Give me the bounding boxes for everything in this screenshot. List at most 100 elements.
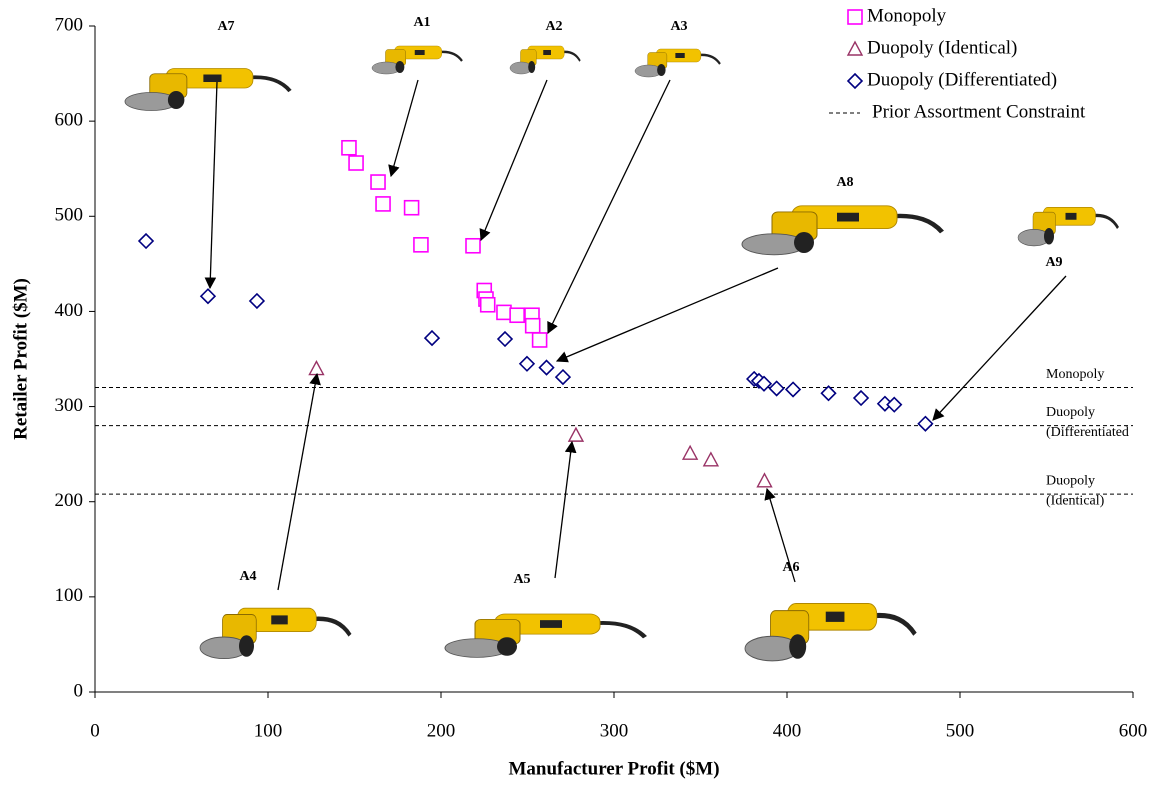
grinder-handle bbox=[1044, 228, 1054, 245]
grinder-cord bbox=[699, 55, 720, 64]
grinder-label bbox=[837, 213, 859, 222]
square-point bbox=[497, 305, 511, 319]
reference-line-label: Duopoly bbox=[1046, 405, 1095, 420]
grinder-handle bbox=[497, 637, 517, 656]
product-image bbox=[745, 603, 915, 660]
grinder-label bbox=[543, 50, 551, 55]
grinder-cord bbox=[595, 623, 645, 637]
diamond-point bbox=[540, 361, 554, 375]
product-image bbox=[635, 49, 720, 77]
annotation-arrow bbox=[767, 489, 795, 582]
diamond-point bbox=[250, 294, 264, 308]
annotation-label: A1 bbox=[413, 15, 430, 30]
square-point bbox=[526, 319, 540, 333]
annotation-arrow bbox=[557, 268, 778, 361]
legend-label: Monopoly bbox=[867, 5, 947, 26]
annotation-arrow bbox=[210, 82, 217, 288]
reference-line-label: Monopoly bbox=[1046, 367, 1104, 382]
diamond-point bbox=[520, 357, 534, 371]
annotation-arrow bbox=[933, 276, 1066, 420]
annotation-arrow bbox=[278, 374, 317, 590]
product-image bbox=[125, 69, 290, 111]
reference-line-label: (Differentiated bbox=[1046, 425, 1129, 440]
annotation-label: A5 bbox=[513, 572, 530, 587]
annotation-arrow bbox=[548, 80, 670, 333]
grinder-label bbox=[540, 620, 562, 628]
y-tick-label: 0 bbox=[74, 680, 84, 701]
annotation-arrow bbox=[391, 80, 418, 176]
grinder-handle bbox=[239, 635, 254, 657]
y-tick-label: 600 bbox=[55, 110, 84, 131]
grinder-handle bbox=[789, 634, 806, 659]
diamond-point bbox=[848, 74, 862, 88]
annotation-arrow bbox=[555, 442, 572, 578]
y-tick-label: 400 bbox=[55, 300, 84, 321]
grinder-handle bbox=[794, 232, 814, 253]
y-tick-label: 300 bbox=[55, 395, 84, 416]
square-point bbox=[848, 10, 862, 24]
annotation-label: A4 bbox=[239, 569, 256, 584]
grinder-cord bbox=[873, 615, 916, 634]
grinder-label bbox=[1066, 213, 1077, 220]
grinder-label bbox=[826, 612, 845, 622]
grinder-handle bbox=[657, 64, 666, 76]
product-image bbox=[510, 46, 580, 74]
grinder-label bbox=[203, 75, 221, 83]
grinder-label bbox=[675, 53, 684, 58]
x-tick-label: 400 bbox=[773, 720, 802, 741]
legend-label: Duopoly (Identical) bbox=[867, 37, 1017, 58]
x-tick-label: 0 bbox=[90, 720, 100, 741]
reference-line-label: Duopoly bbox=[1046, 473, 1095, 488]
triangle-point bbox=[758, 474, 772, 487]
triangle-point bbox=[848, 42, 862, 55]
x-tick-label: 100 bbox=[254, 720, 283, 741]
triangle-point bbox=[569, 428, 583, 441]
triangle-point bbox=[683, 446, 697, 459]
square-point bbox=[342, 141, 356, 155]
annotation-label: A3 bbox=[670, 19, 687, 34]
grinder-handle bbox=[395, 61, 404, 73]
grinder-cord bbox=[563, 52, 581, 61]
square-point bbox=[510, 308, 524, 322]
diamond-point bbox=[918, 417, 932, 431]
annotation-label: A8 bbox=[836, 175, 853, 190]
grinder-cord bbox=[892, 216, 942, 232]
square-point bbox=[414, 238, 428, 252]
diamond-point bbox=[201, 289, 215, 303]
grinder-handle bbox=[168, 91, 185, 109]
grinder-cord bbox=[1093, 215, 1118, 228]
square-point bbox=[371, 175, 385, 189]
product-image bbox=[200, 608, 350, 658]
legend-label: Prior Assortment Constraint bbox=[872, 101, 1086, 122]
triangle-point bbox=[704, 453, 718, 466]
product-image bbox=[372, 46, 462, 74]
diamond-point bbox=[139, 234, 153, 248]
x-tick-label: 500 bbox=[946, 720, 975, 741]
square-point bbox=[405, 201, 419, 215]
square-point bbox=[376, 197, 390, 211]
y-axis-title: Retailer Profit ($M) bbox=[10, 278, 31, 440]
grinder-cord bbox=[440, 52, 463, 61]
product-image bbox=[742, 206, 942, 255]
x-axis-title: Manufacturer Profit ($M) bbox=[508, 758, 719, 779]
annotation-label: A9 bbox=[1045, 255, 1062, 270]
y-tick-label: 200 bbox=[55, 490, 84, 511]
diamond-point bbox=[786, 382, 800, 396]
annotation-label: A7 bbox=[217, 19, 234, 34]
y-tick-label: 500 bbox=[55, 205, 84, 226]
annotation-arrow bbox=[481, 80, 547, 240]
grinder-label bbox=[271, 615, 288, 624]
diamond-point bbox=[887, 398, 901, 412]
x-tick-label: 200 bbox=[427, 720, 456, 741]
grinder-label bbox=[415, 50, 425, 55]
legend-label: Duopoly (Differentiated) bbox=[867, 69, 1057, 90]
square-point bbox=[481, 298, 495, 312]
grinder-cord bbox=[313, 619, 351, 636]
square-point bbox=[466, 239, 480, 253]
product-image bbox=[1018, 207, 1118, 246]
annotation-label: A2 bbox=[545, 19, 562, 34]
y-tick-label: 700 bbox=[55, 14, 84, 35]
diamond-point bbox=[425, 331, 439, 345]
square-point bbox=[533, 333, 547, 347]
x-tick-label: 600 bbox=[1119, 720, 1148, 741]
